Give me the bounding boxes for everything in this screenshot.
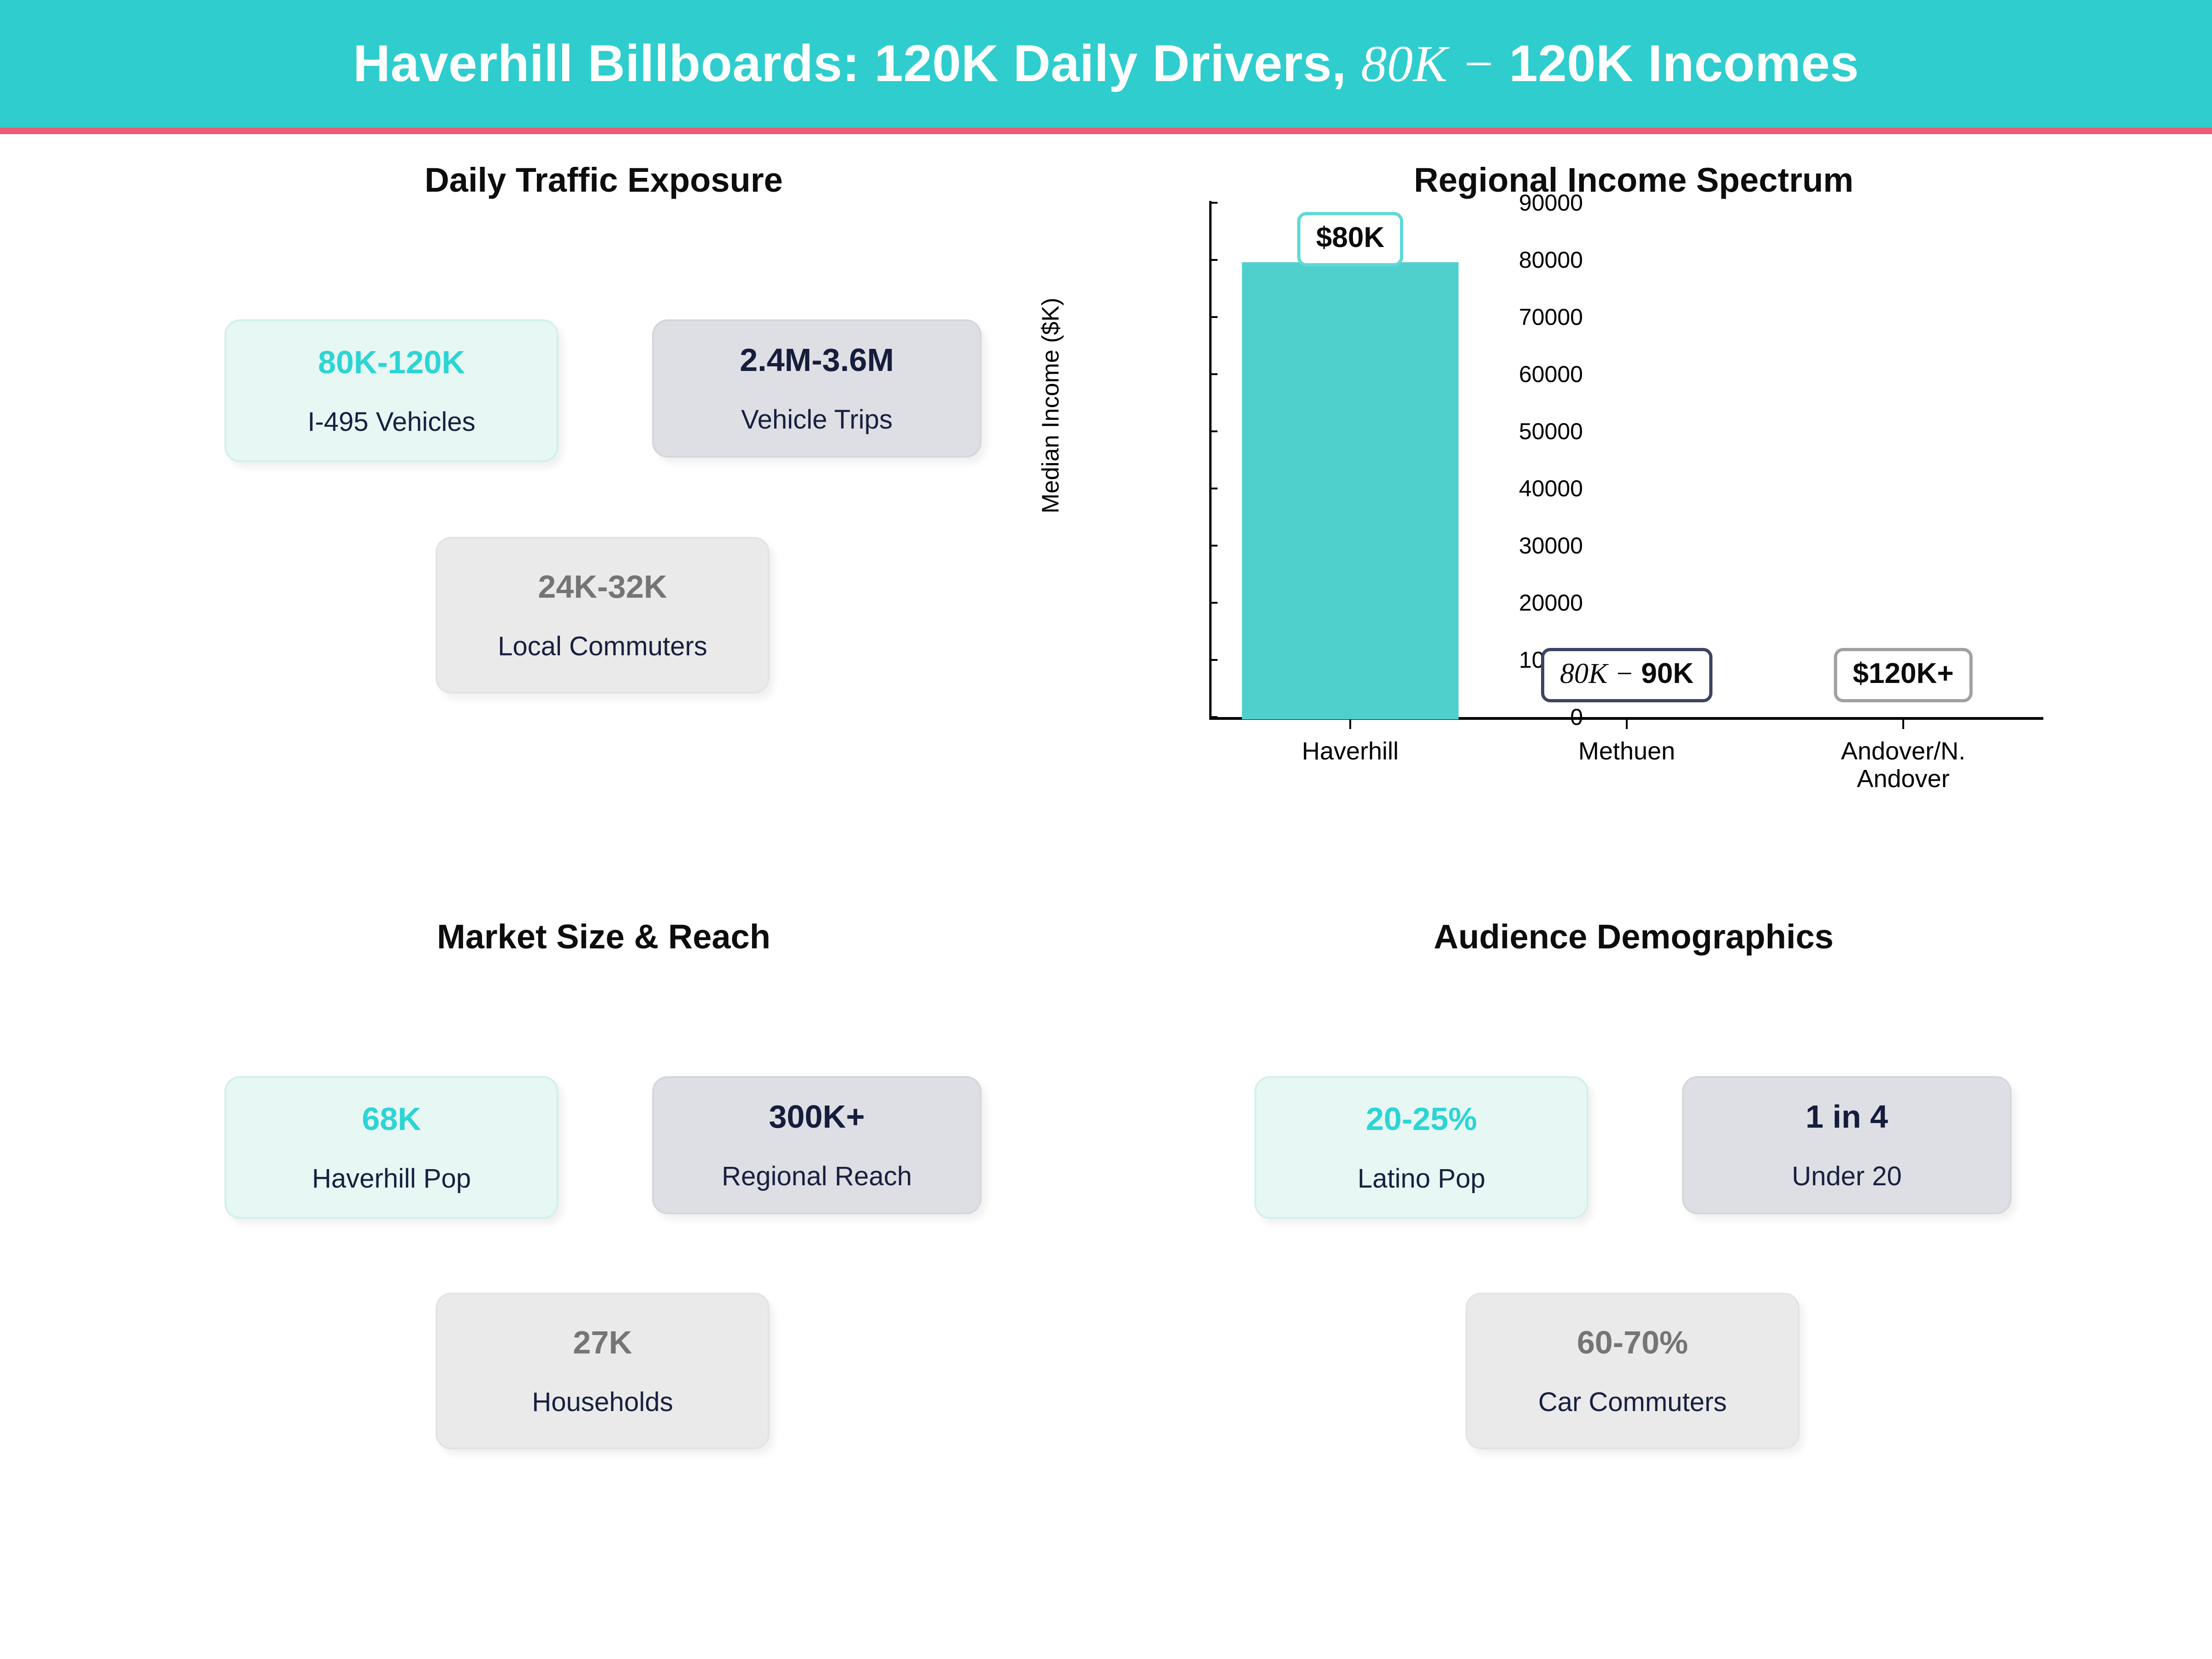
stat-card-value: 80K-120K	[318, 344, 465, 380]
y-axis-tick-label: 50000	[1518, 418, 1583, 444]
y-axis-tick-mark	[1209, 202, 1218, 204]
y-axis-tick-label: 20000	[1518, 590, 1583, 616]
page-title-part-2: 120K Incomes	[1509, 35, 1859, 92]
y-axis-tick-label: 70000	[1518, 304, 1583, 330]
y-axis-tick-mark	[1209, 430, 1218, 432]
stat-card-value: 300K+	[769, 1099, 865, 1135]
stat-card-under-20[interactable]: 1 in 4 Under 20	[1682, 1076, 2012, 1214]
bar-value-label-andover: $120K+	[1834, 648, 1973, 702]
panel-title-market-size-reach: Market Size & Reach	[437, 918, 771, 956]
stat-card-value: 2.4M-3.6M	[740, 342, 894, 378]
y-axis-tick-label: 90000	[1518, 190, 1583, 216]
stat-card-value: 27K	[573, 1324, 632, 1360]
chart-x-axis-spine	[1209, 717, 2043, 720]
stat-card-value: 60-70%	[1577, 1324, 1688, 1360]
stat-card-car-commuters[interactable]: 60-70% Car Commuters	[1465, 1293, 1800, 1449]
y-axis-tick-label: 60000	[1518, 361, 1583, 387]
page-title-math-part: 80K −	[1361, 35, 1509, 93]
stat-card-regional-reach[interactable]: 300K+ Regional Reach	[652, 1076, 982, 1214]
x-axis-tick-label-haverhill: Haverhill	[1301, 737, 1399, 765]
stat-card-value: 68K	[362, 1101, 421, 1137]
y-axis-tick-mark	[1209, 602, 1218, 604]
stat-card-latino-pop[interactable]: 20-25% Latino Pop	[1254, 1076, 1588, 1219]
stat-card-label: Households	[532, 1387, 673, 1417]
chart-y-axis-label: Median Income ($K)	[1037, 297, 1064, 514]
bar-value-text: $120K+	[1853, 658, 1954, 689]
y-axis-tick-mark	[1209, 545, 1218, 547]
stat-card-haverhill-pop[interactable]: 68K Haverhill Pop	[224, 1076, 559, 1219]
bar-value-text: $80K	[1316, 222, 1385, 253]
regional-income-bar-chart: Median Income ($K) 0 10000 20000 30000 4…	[1028, 190, 2088, 862]
x-axis-tick-mark	[1626, 720, 1628, 729]
header-accent-rule	[0, 128, 2212, 134]
panel-title-regional-income-spectrum: Regional Income Spectrum	[1414, 161, 1853, 199]
y-axis-tick-mark	[1209, 373, 1218, 375]
panel-title-daily-traffic-exposure: Daily Traffic Exposure	[424, 161, 783, 199]
stat-card-label: Regional Reach	[722, 1161, 912, 1191]
stat-card-value: 1 in 4	[1806, 1099, 1888, 1135]
stat-card-value: 24K-32K	[538, 569, 667, 605]
bar-value-label-haverhill: $80K	[1297, 212, 1404, 266]
y-axis-tick-label: 30000	[1518, 533, 1583, 559]
y-axis-tick-mark	[1209, 488, 1218, 489]
x-axis-tick-label-methuen: Methuen	[1578, 737, 1676, 765]
x-axis-tick-mark	[1902, 720, 1904, 729]
bar-value-label-methuen: 80K − 90K	[1541, 648, 1712, 702]
chart-y-axis-spine	[1209, 201, 1212, 718]
x-axis-tick-mark	[1349, 720, 1351, 729]
stat-card-label: Car Commuters	[1538, 1387, 1727, 1417]
stat-card-label: Haverhill Pop	[312, 1164, 471, 1194]
stat-card-label: Local Commuters	[498, 631, 707, 661]
bar-haverhill[interactable]	[1242, 262, 1459, 719]
bar-value-text: 90K	[1641, 658, 1694, 689]
stat-card-i495-vehicles[interactable]: 80K-120K I-495 Vehicles	[224, 319, 559, 462]
y-axis-tick-mark	[1209, 259, 1218, 261]
stat-card-label: I-495 Vehicles	[307, 407, 476, 437]
bar-value-math-text: 80K −	[1560, 658, 1641, 689]
y-axis-tick-mark	[1209, 316, 1218, 318]
stat-card-label: Vehicle Trips	[741, 405, 893, 435]
page-title-part-1: Haverhill Billboards: 120K Daily Drivers…	[353, 35, 1361, 92]
y-axis-tick-label: 40000	[1518, 476, 1583, 501]
stat-card-value: 20-25%	[1365, 1101, 1477, 1137]
stat-card-vehicle-trips[interactable]: 2.4M-3.6M Vehicle Trips	[652, 319, 982, 458]
stat-card-label: Under 20	[1792, 1161, 1902, 1191]
x-axis-tick-label-andover: Andover/N. Andover	[1841, 737, 1966, 793]
stat-card-label: Latino Pop	[1357, 1164, 1486, 1194]
y-axis-tick-label: 80000	[1518, 247, 1583, 273]
page-title: Haverhill Billboards: 120K Daily Drivers…	[353, 34, 1859, 94]
panel-title-audience-demographics: Audience Demographics	[1434, 918, 1834, 956]
y-axis-tick-mark	[1209, 659, 1218, 661]
stat-card-households[interactable]: 27K Households	[435, 1293, 770, 1449]
stat-card-local-commuters[interactable]: 24K-32K Local Commuters	[435, 537, 770, 694]
page-header: Haverhill Billboards: 120K Daily Drivers…	[0, 0, 2212, 128]
